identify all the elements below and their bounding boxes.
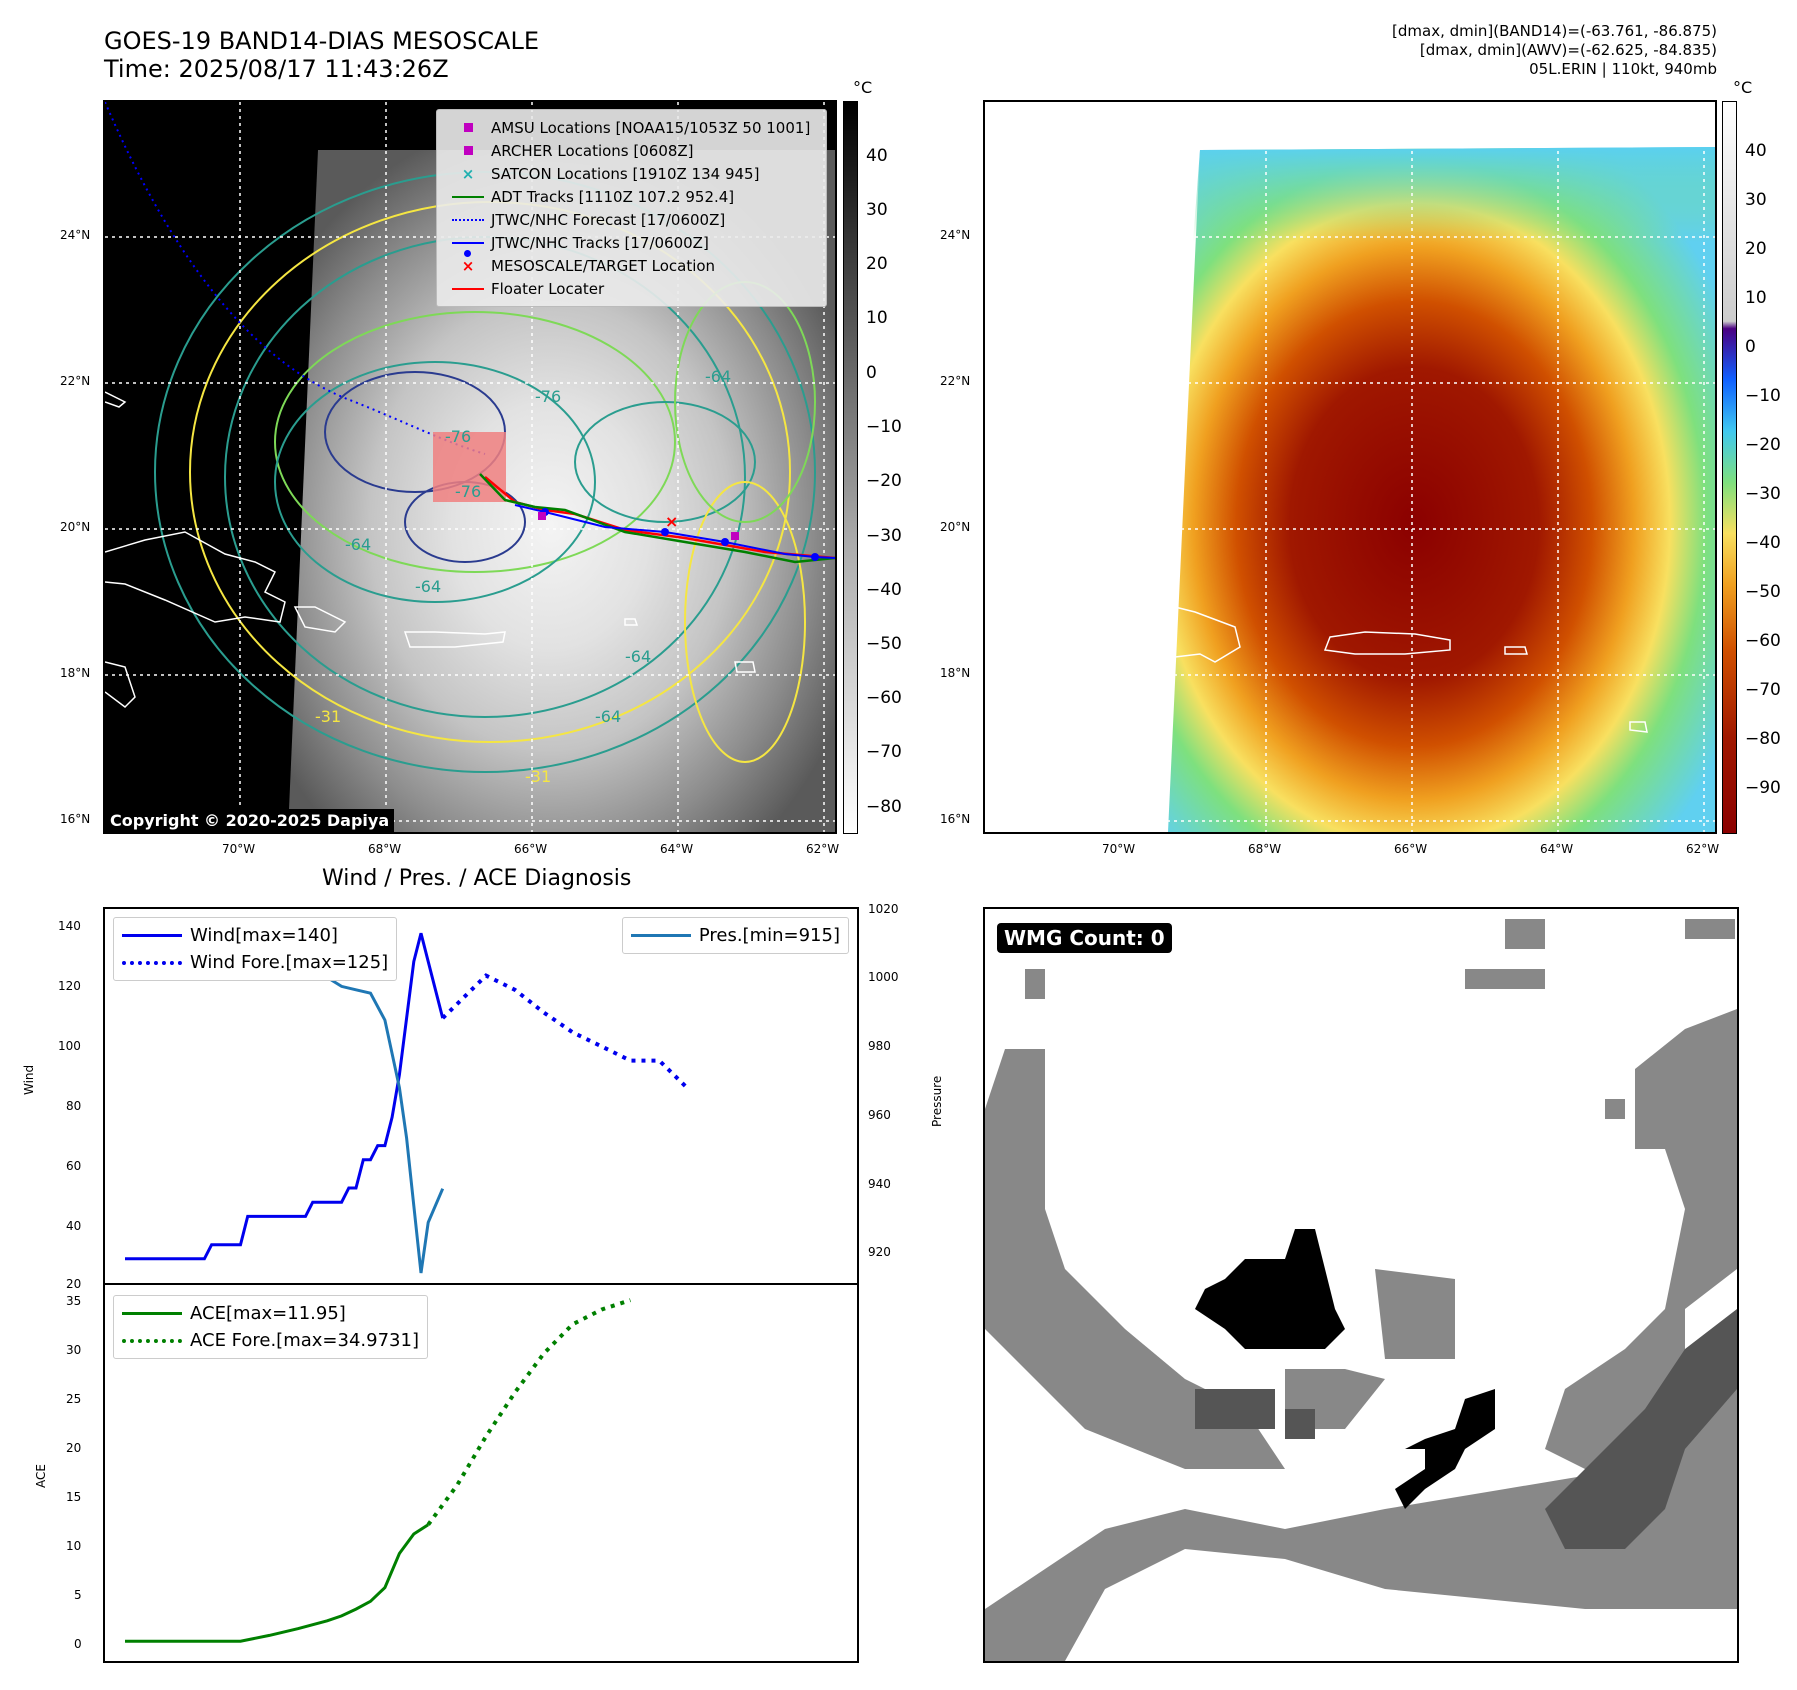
stats-band14: [dmax, dmin](BAND14)=(-63.761, -86.875): [1392, 22, 1717, 40]
amsu-marker: [538, 512, 546, 520]
awv-coastlines: [1174, 606, 1648, 733]
legend-item-adt: ADT Tracks [1110Z 107.2 952.4]: [445, 185, 818, 208]
ace-forecast-series-line: [426, 1298, 632, 1526]
wmg-panel: WMG Count: 0: [983, 907, 1739, 1663]
legend-item-jtwc-tracks: JTWC/NHC Tracks [17/0600Z]: [445, 231, 818, 257]
svg-text:-64: -64: [705, 367, 731, 386]
right-colorbar: [1722, 101, 1737, 834]
map-legend: AMSU Locations [NOAA15/1053Z 50 1001] AR…: [436, 109, 827, 307]
legend-ace: ACE[max=11.95]: [190, 1303, 346, 1324]
svg-text:-76: -76: [455, 482, 481, 501]
figure-title: GOES-19 BAND14-DIAS MESOSCALE: [104, 27, 540, 55]
right-colorbar-unit: °C: [1733, 78, 1753, 97]
legend-item-satcon: × SATCON Locations [1910Z 134 945]: [461, 164, 760, 183]
ace-legend: ACE[max=11.95] ACE Fore.[max=34.9731]: [113, 1295, 428, 1359]
coastlines: [105, 391, 756, 708]
svg-text:-64: -64: [625, 647, 651, 666]
contour-ring: [274, 311, 676, 573]
lat-label: 20°N: [60, 520, 91, 534]
awv-dry-band: [1193, 147, 1715, 242]
adt-track: [479, 473, 835, 564]
legend-item-mesoscale: × MESOSCALE/TARGET Location: [461, 256, 716, 275]
legend-wind: Wind[max=140]: [190, 925, 338, 946]
diagnosis-title: Wind / Pres. / ACE Diagnosis: [322, 866, 632, 891]
lat-label: 22°N: [60, 374, 91, 388]
svg-text:-64: -64: [345, 535, 371, 554]
wind-ylabel: Wind: [22, 1064, 36, 1095]
awv-map-svg: [985, 102, 1715, 832]
ace-ylabel: ACE: [34, 1464, 48, 1488]
contour-ring: [684, 481, 806, 763]
wmg-black-region: [1195, 1229, 1495, 1509]
figure-time: Time: 2025/08/17 11:43:26Z: [104, 55, 449, 83]
lon-label: 68°W: [368, 842, 402, 856]
archer-marker: [731, 532, 739, 540]
contour-ring: [574, 401, 756, 523]
legend-item-jtwc-forecast: JTWC/NHC Forecast [17/0600Z]: [445, 208, 818, 231]
lon-label: 64°W: [660, 842, 694, 856]
svg-text:-31: -31: [525, 767, 551, 786]
awv-map-panel: [983, 100, 1717, 834]
wmg-grid: [985, 919, 1737, 1661]
legend-item-floater: Floater Locater: [445, 277, 818, 300]
mesoscale-x-marker: ×: [665, 512, 678, 531]
awv-field: [1168, 147, 1715, 832]
lat-label: 24°N: [60, 228, 91, 242]
stats-awv: [dmax, dmin](AWV)=(-62.625, -84.835): [1419, 41, 1717, 59]
contour-labels: -76 -76 -64 -64 -76 -64 -64 -31 -31 -64: [315, 367, 731, 786]
svg-text:-64: -64: [415, 577, 441, 596]
storm-info: 05L.ERIN | 110kt, 940mb: [1529, 60, 1717, 78]
wind-forecast-series-line: [441, 973, 690, 1091]
legend-item-archer: ARCHER Locations [0608Z]: [445, 139, 818, 162]
lon-label: 66°W: [514, 842, 548, 856]
mesoscale-target-box: [433, 432, 506, 502]
wind-legend: Wind[max=140] Wind Fore.[max=125]: [113, 917, 398, 981]
satellite-swath: [288, 150, 835, 832]
lat-label: 16°N: [60, 812, 91, 826]
wmg-dark-region: [1195, 1309, 1737, 1549]
left-colorbar: [843, 101, 858, 834]
wmg-count-label: WMG Count: 0: [997, 923, 1172, 953]
awv-gridlines: [985, 102, 1715, 832]
svg-text:-64: -64: [595, 707, 621, 726]
lat-label: 18°N: [60, 666, 91, 680]
pressure-ylabel: Pressure: [930, 1075, 944, 1127]
wind-pressure-panel: Wind[max=140] Wind Fore.[max=125] Pres.[…: [103, 907, 859, 1285]
legend-pressure: Pres.[min=915]: [698, 925, 840, 946]
svg-text:-31: -31: [315, 707, 341, 726]
legend-item-amsu: AMSU Locations [NOAA15/1053Z 50 1001]: [445, 116, 818, 139]
svg-text:-76: -76: [535, 387, 561, 406]
ace-series-line: [125, 1523, 430, 1643]
ace-plot: [125, 1298, 632, 1643]
legend-wind-fore: Wind Fore.[max=125]: [190, 952, 389, 973]
left-colorbar-unit: °C: [853, 78, 873, 97]
wmg-gray-region: [985, 919, 1737, 1661]
wind-series-line: [125, 932, 445, 1261]
copyright-label: Copyright © 2020-2025 Dapiya: [105, 809, 395, 832]
ace-panel: ACE[max=11.95] ACE Fore.[max=34.9731]: [103, 1283, 859, 1663]
jtwc-track-points: [541, 508, 819, 561]
jtwc-forecast-track: [105, 102, 486, 455]
legend-ace-fore: ACE Fore.[max=34.9731]: [190, 1330, 419, 1351]
lon-label: 70°W: [222, 842, 256, 856]
svg-text:-76: -76: [445, 427, 471, 446]
contour-ring: [274, 361, 596, 603]
ir-map-panel: × -76 -76 -64 -64 -76 -64 -64 -31 -31 -6…: [103, 100, 837, 834]
jtwc-track: [514, 504, 835, 559]
pressure-legend: Pres.[min=915]: [621, 917, 849, 954]
lon-label: 62°W: [806, 842, 840, 856]
